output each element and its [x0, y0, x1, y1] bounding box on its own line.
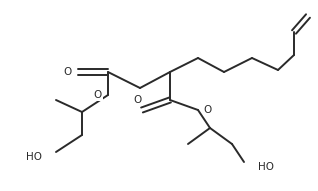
Text: O: O: [134, 95, 142, 105]
Text: HO: HO: [26, 152, 42, 162]
Text: O: O: [64, 67, 72, 77]
Text: O: O: [94, 90, 102, 100]
Text: HO: HO: [258, 162, 274, 172]
Text: O: O: [204, 105, 212, 115]
